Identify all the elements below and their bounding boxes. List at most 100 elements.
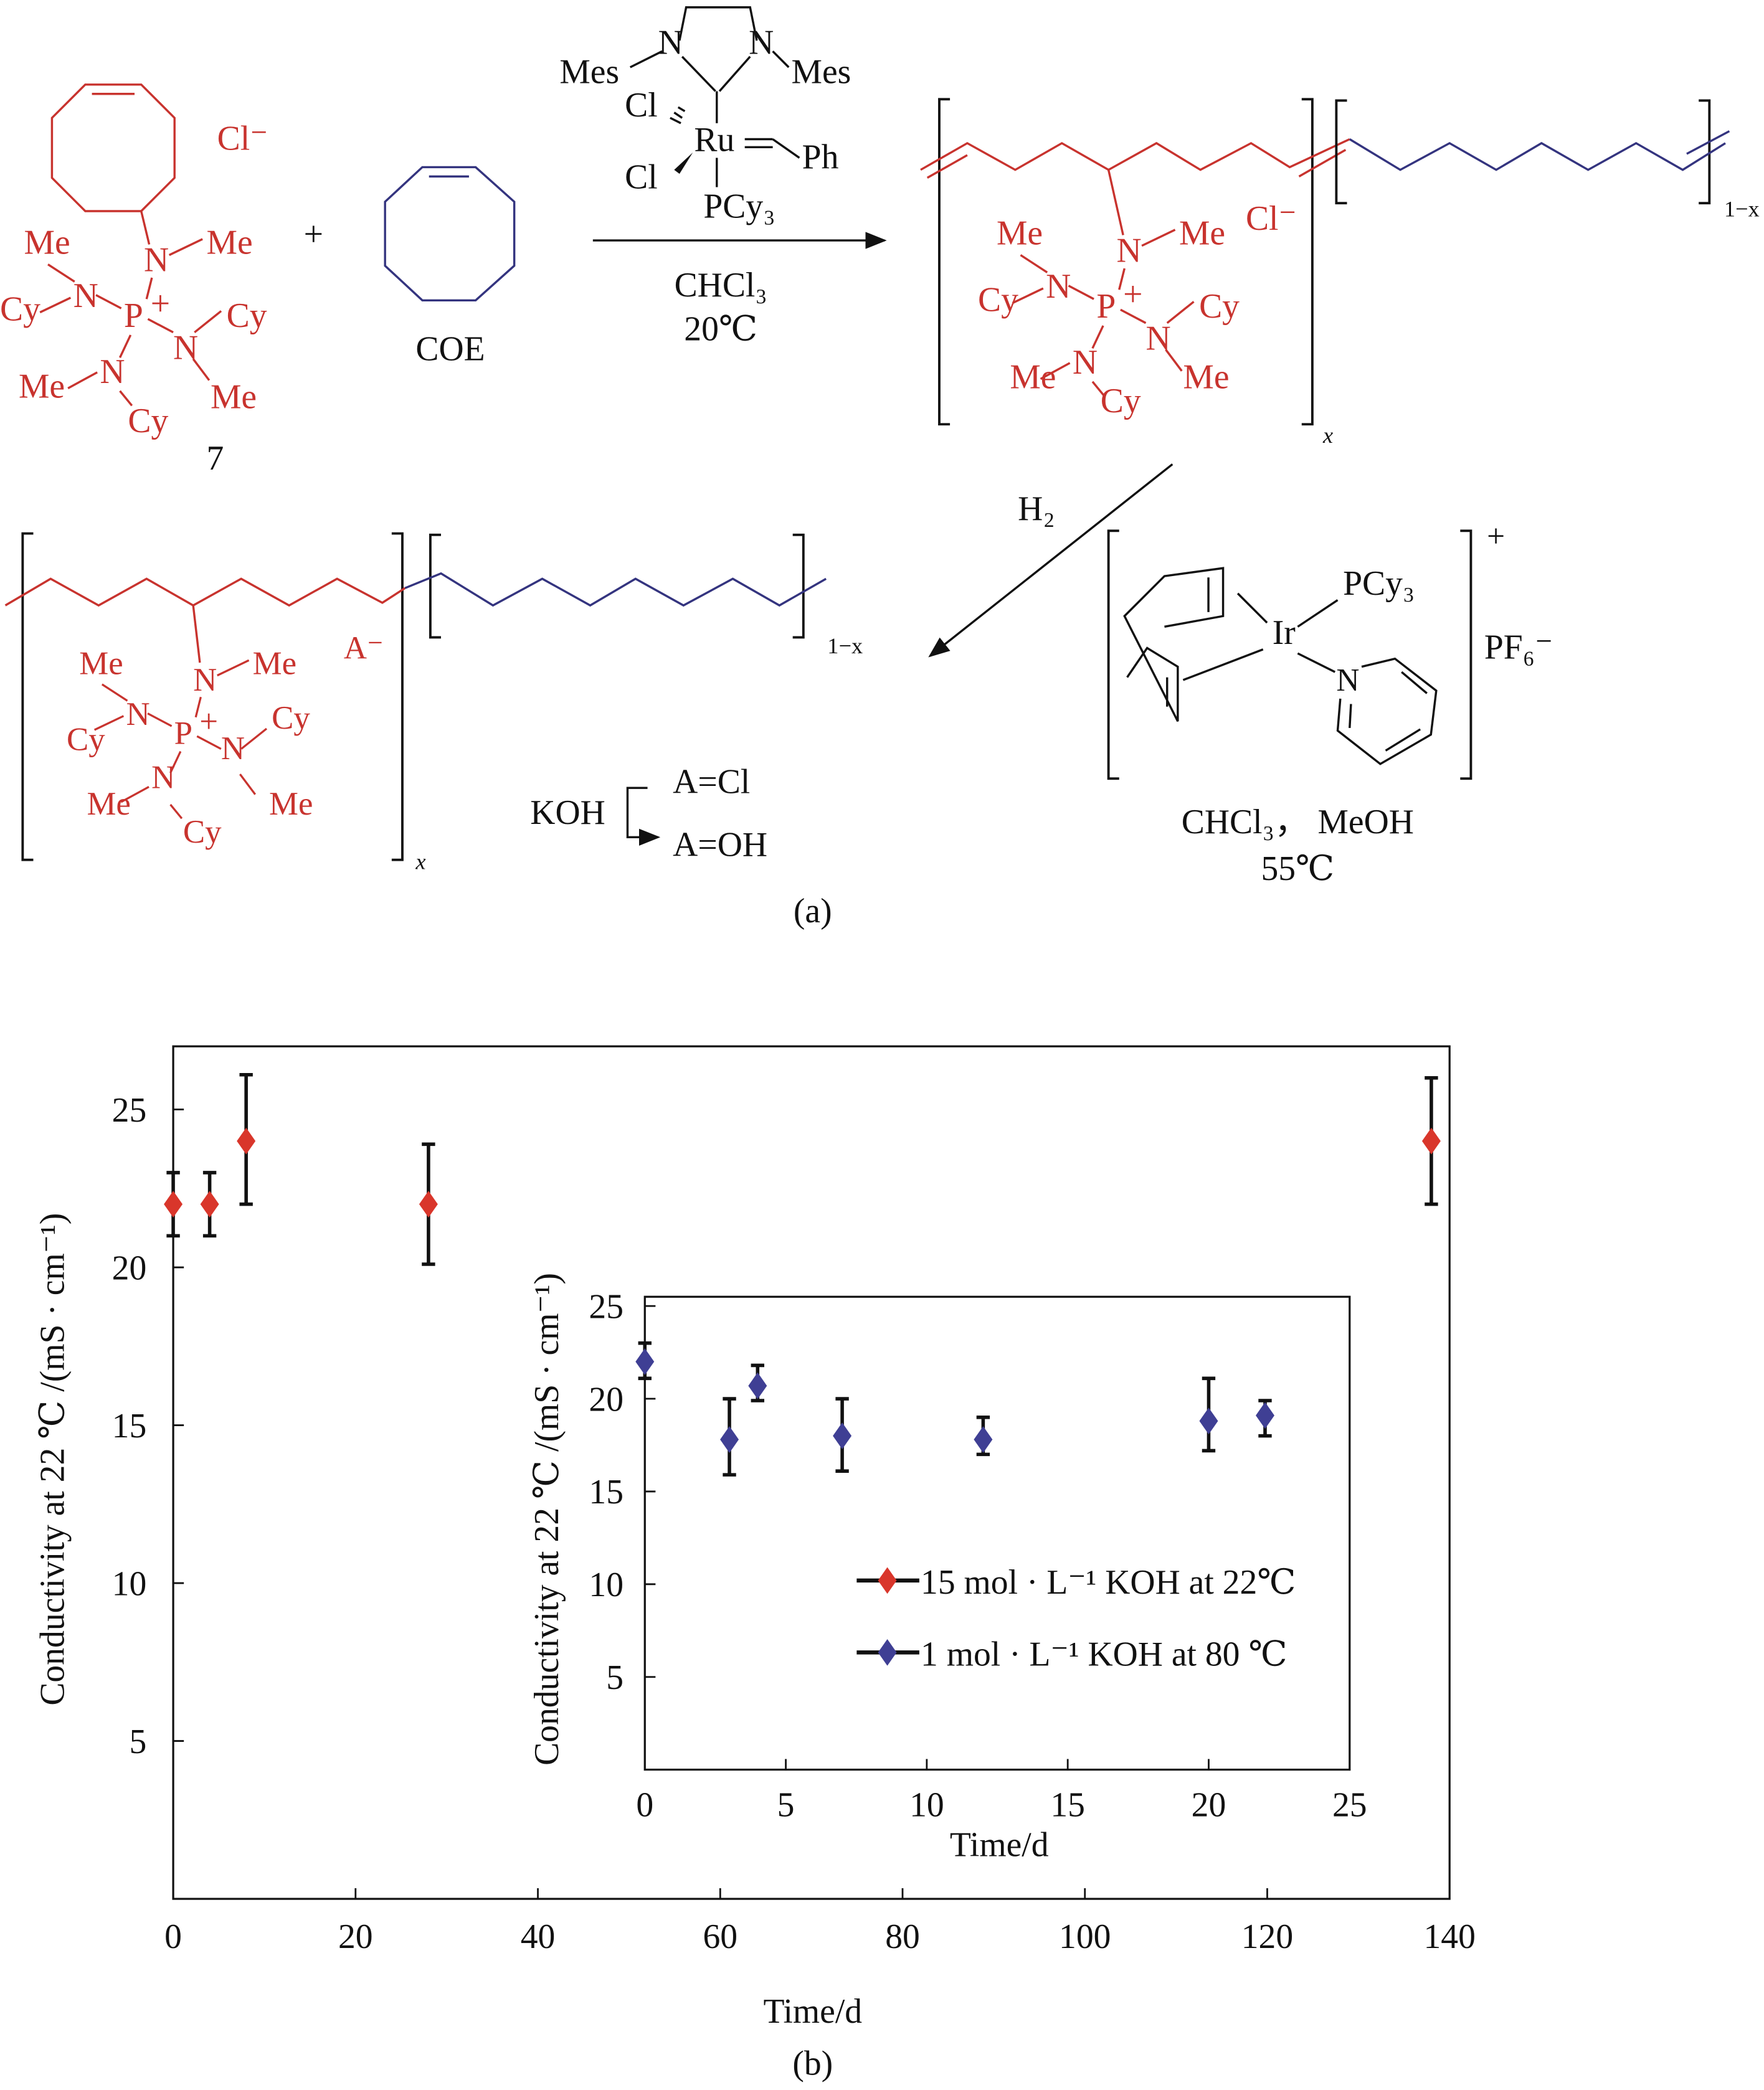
exchange-reagent: KOH — [530, 793, 605, 832]
main-y-axis-label: Conductivity at 22 ℃ /(mS · cm⁻¹) — [34, 1213, 72, 1706]
label-me: Me — [87, 786, 130, 822]
inset-data-point — [720, 1426, 739, 1453]
main-x-tick-label: 60 — [703, 1917, 737, 1956]
label-ru: Ru — [694, 121, 734, 159]
grubbs-catalyst: N N Mes Mes Cl Ru Ph Cl PCy₃ — [559, 6, 851, 226]
inset-data-point — [974, 1426, 993, 1453]
inset-data-point — [833, 1422, 852, 1449]
label-cy: Cy — [128, 402, 168, 440]
label-n: N — [126, 696, 149, 732]
legend-item: 1 mol · L⁻¹ KOH at 80 ℃ — [856, 1635, 1287, 1674]
subscript-x: x — [1322, 423, 1333, 448]
label-n: N — [1146, 319, 1171, 357]
label-me: Me — [1183, 357, 1229, 396]
inset-x-tick-label: 25 — [1332, 1785, 1367, 1824]
label-n: N — [173, 328, 198, 367]
label-cl: Cl — [625, 86, 658, 125]
legend-item: 15 mol · L⁻¹ KOH at 22℃ — [856, 1563, 1296, 1602]
legend-label: 1 mol · L⁻¹ KOH at 80 ℃ — [921, 1635, 1287, 1674]
counter-anion: PF₆⁻ — [1484, 628, 1553, 667]
main-y-tick-label: 10 — [112, 1564, 147, 1603]
label-me: Me — [1010, 357, 1056, 396]
subscript-1-minus-x: 1−x — [827, 633, 863, 658]
label-cy: Cy — [67, 722, 105, 758]
label-pcy3: PCy₃ — [703, 187, 775, 226]
label-p: P — [1096, 287, 1116, 326]
label-mes: Mes — [792, 53, 851, 92]
label-charge: + — [151, 285, 170, 323]
label-me: Me — [997, 214, 1043, 252]
main-plot-frame — [172, 1045, 1451, 1900]
coe-label: COE — [415, 330, 485, 369]
complex-charge: + — [1487, 519, 1505, 554]
legend-label: 15 mol · L⁻¹ KOH at 22℃ — [921, 1563, 1296, 1602]
inset-data-point — [1256, 1402, 1274, 1429]
main-y-tick-label: 20 — [112, 1249, 147, 1287]
label-me: Me — [269, 786, 313, 822]
step1-solvent: CHCl₃ — [675, 266, 767, 305]
label-cy: Cy — [272, 700, 310, 736]
hydrogenated-copolymer: A⁻ Me N Me N Cy P + N Cy N Me Me Cy x 1−… — [4, 532, 863, 874]
compound-number: 7 — [207, 439, 224, 478]
inset-y-tick-label: 25 — [589, 1287, 624, 1326]
label-cy: Cy — [183, 814, 222, 850]
inset-y-tick-label: 10 — [589, 1566, 624, 1604]
label-ir: Ir — [1273, 613, 1296, 652]
inset-data-point — [748, 1372, 767, 1399]
ion-exchange: KOH A=Cl A=OH — [530, 763, 767, 864]
main-y-tick-label: 25 — [112, 1091, 147, 1130]
label-n: N — [1073, 343, 1098, 382]
inset-plot-frame — [643, 1295, 1351, 1771]
inset-x-tick-label: 0 — [636, 1785, 653, 1824]
main-data-point — [164, 1191, 183, 1218]
label-charge: + — [1123, 275, 1142, 314]
label-p: P — [124, 296, 143, 335]
main-x-tick-label: 40 — [521, 1917, 556, 1956]
reaction-arrow-2 — [928, 463, 1174, 658]
main-y-tick-label: 5 — [129, 1723, 146, 1761]
label-cy: Cy — [978, 280, 1018, 319]
ring-n-bond — [140, 210, 151, 245]
main-x-axis-label: Time/d — [763, 1992, 862, 2031]
legend-marker — [878, 1638, 897, 1666]
inset-data-point — [635, 1348, 655, 1375]
label-n: N — [749, 24, 774, 62]
inset-y-tick-label: 15 — [589, 1473, 624, 1511]
main-x-tick-label: 120 — [1241, 1917, 1293, 1956]
label-me: Me — [24, 223, 70, 262]
inset-y-tick-label: 5 — [606, 1658, 624, 1697]
label-n: N — [193, 662, 217, 698]
label-pcy3: PCy₃ — [1343, 564, 1415, 603]
label-n: N — [658, 24, 683, 62]
label-charge: + — [199, 704, 218, 740]
main-x-tick-label: 20 — [338, 1917, 373, 1956]
step2-temperature: 55℃ — [1261, 849, 1334, 888]
counterion: Cl⁻ — [1246, 199, 1297, 238]
main-data-point — [237, 1127, 256, 1155]
label-n: N — [221, 731, 245, 767]
counterion: A⁻ — [344, 631, 384, 666]
step2-solvent: CHCl₃， MeOH — [1182, 803, 1414, 841]
label-me: Me — [211, 378, 257, 417]
coe-ring — [384, 166, 516, 302]
step1-temperature: 20℃ — [684, 310, 757, 348]
label-n: N — [1336, 663, 1359, 698]
subscript-1-minus-x: 1−x — [1724, 197, 1760, 222]
main-data-point — [1421, 1127, 1441, 1155]
plus-sign: + — [304, 215, 323, 254]
label-mes: Mes — [559, 53, 619, 92]
inset-x-tick-label: 20 — [1192, 1785, 1226, 1824]
label-n: N — [144, 240, 169, 279]
label-me: Me — [1179, 214, 1225, 252]
inset-x-tick-label: 15 — [1050, 1785, 1085, 1824]
label-cy: Cy — [227, 296, 267, 335]
monomer-7: Cl⁻ Me N Me N Cy P + N Cy N Me Me Cy 7 — [0, 83, 268, 478]
main-data-point — [419, 1191, 438, 1218]
label-cy: Cy — [1101, 382, 1141, 420]
main-x-tick-label: 100 — [1059, 1917, 1111, 1956]
legend: 15 mol · L⁻¹ KOH at 22℃ 1 mol · L⁻¹ KOH … — [856, 1563, 1296, 1674]
exchange-from: A=Cl — [673, 763, 750, 801]
main-x-tick-label: 80 — [885, 1917, 920, 1956]
label-cl: Cl — [625, 158, 658, 197]
